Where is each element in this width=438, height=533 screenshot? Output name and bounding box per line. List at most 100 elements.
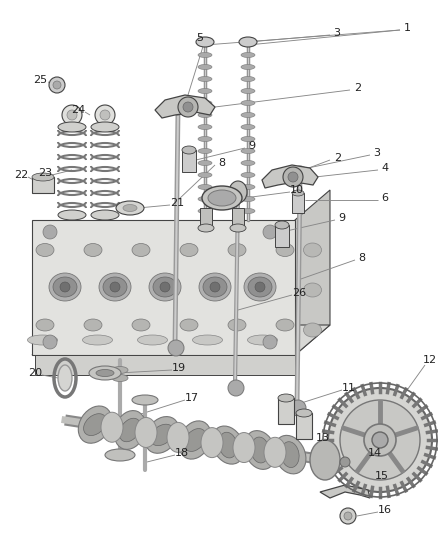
Circle shape xyxy=(340,508,356,524)
Ellipse shape xyxy=(84,244,102,256)
Ellipse shape xyxy=(198,77,212,82)
Ellipse shape xyxy=(58,122,86,132)
Text: 3: 3 xyxy=(374,148,381,158)
Ellipse shape xyxy=(304,283,321,297)
Circle shape xyxy=(60,282,70,292)
Ellipse shape xyxy=(244,273,276,301)
Circle shape xyxy=(210,282,220,292)
Circle shape xyxy=(340,457,350,467)
Ellipse shape xyxy=(239,37,257,47)
Ellipse shape xyxy=(36,244,54,256)
Circle shape xyxy=(344,512,352,520)
Ellipse shape xyxy=(114,410,146,449)
Text: 12: 12 xyxy=(423,355,437,365)
Ellipse shape xyxy=(201,427,223,458)
Ellipse shape xyxy=(79,406,111,443)
Ellipse shape xyxy=(198,197,212,201)
Bar xyxy=(296,413,312,439)
Ellipse shape xyxy=(241,136,255,141)
Ellipse shape xyxy=(132,244,150,256)
Ellipse shape xyxy=(244,431,276,469)
Text: 14: 14 xyxy=(368,448,382,458)
Text: 26: 26 xyxy=(292,288,306,298)
Polygon shape xyxy=(32,325,330,355)
Ellipse shape xyxy=(89,366,121,380)
Text: 4: 4 xyxy=(381,163,389,173)
Ellipse shape xyxy=(182,146,196,154)
Ellipse shape xyxy=(58,210,86,220)
Ellipse shape xyxy=(203,277,227,297)
Text: 23: 23 xyxy=(38,168,52,178)
Ellipse shape xyxy=(276,319,294,331)
Ellipse shape xyxy=(228,319,246,331)
Polygon shape xyxy=(262,165,318,188)
Ellipse shape xyxy=(276,244,294,256)
Circle shape xyxy=(283,167,303,187)
Ellipse shape xyxy=(241,160,255,166)
Bar xyxy=(32,177,54,193)
Ellipse shape xyxy=(116,201,144,215)
Ellipse shape xyxy=(198,88,212,93)
Bar xyxy=(278,398,294,424)
Ellipse shape xyxy=(132,319,150,331)
Ellipse shape xyxy=(241,125,255,130)
Ellipse shape xyxy=(192,335,223,345)
Circle shape xyxy=(290,400,306,416)
Text: 17: 17 xyxy=(185,393,199,403)
Text: 16: 16 xyxy=(378,505,392,515)
Ellipse shape xyxy=(292,190,304,196)
Ellipse shape xyxy=(180,319,198,331)
Ellipse shape xyxy=(198,112,212,117)
Circle shape xyxy=(110,282,120,292)
Ellipse shape xyxy=(241,101,255,106)
Ellipse shape xyxy=(230,224,246,232)
Ellipse shape xyxy=(36,319,54,331)
Text: 9: 9 xyxy=(339,213,346,223)
Circle shape xyxy=(95,105,115,125)
Circle shape xyxy=(178,97,198,117)
Ellipse shape xyxy=(198,136,212,141)
Ellipse shape xyxy=(219,432,237,458)
Ellipse shape xyxy=(135,417,157,448)
Ellipse shape xyxy=(86,412,104,438)
Ellipse shape xyxy=(241,208,255,214)
Ellipse shape xyxy=(101,412,123,442)
Text: 8: 8 xyxy=(358,253,366,263)
Ellipse shape xyxy=(275,221,289,229)
Text: 2: 2 xyxy=(354,83,361,93)
Ellipse shape xyxy=(132,395,158,405)
Ellipse shape xyxy=(149,273,181,301)
Ellipse shape xyxy=(264,437,286,467)
Ellipse shape xyxy=(145,416,179,454)
Ellipse shape xyxy=(275,434,305,474)
Circle shape xyxy=(67,110,77,120)
Ellipse shape xyxy=(105,449,135,461)
Ellipse shape xyxy=(241,173,255,177)
Ellipse shape xyxy=(53,277,77,297)
Circle shape xyxy=(328,388,432,492)
Ellipse shape xyxy=(91,210,119,220)
Ellipse shape xyxy=(249,439,271,462)
Ellipse shape xyxy=(248,277,272,297)
Ellipse shape xyxy=(198,184,212,190)
Ellipse shape xyxy=(241,77,255,82)
Circle shape xyxy=(43,225,57,239)
Text: 5: 5 xyxy=(197,33,204,43)
Text: 22: 22 xyxy=(14,170,28,180)
Ellipse shape xyxy=(213,425,243,465)
Text: 1: 1 xyxy=(403,23,410,33)
Ellipse shape xyxy=(103,277,127,297)
Text: 9: 9 xyxy=(248,141,255,151)
Ellipse shape xyxy=(280,442,300,467)
Ellipse shape xyxy=(304,323,321,337)
Ellipse shape xyxy=(247,335,278,345)
Polygon shape xyxy=(320,485,370,498)
Ellipse shape xyxy=(196,37,214,47)
Ellipse shape xyxy=(198,208,212,214)
Ellipse shape xyxy=(123,205,137,212)
Ellipse shape xyxy=(138,335,167,345)
Circle shape xyxy=(100,110,110,120)
Ellipse shape xyxy=(28,335,57,345)
Circle shape xyxy=(62,105,82,125)
Bar xyxy=(200,208,212,226)
